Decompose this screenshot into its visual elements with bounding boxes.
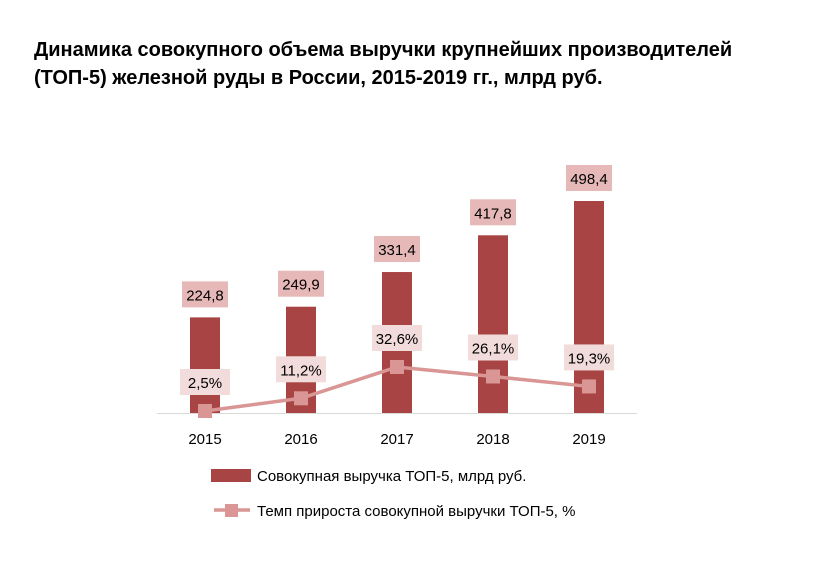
x-tick-label-2018: 2018 [476,431,509,448]
bar-label-box-2016 [278,270,324,297]
growth-label-2019: 19,3% [568,350,611,367]
growth-label-box-2018 [468,334,518,361]
bar-label-2015: 224,8 [186,287,224,304]
growth-marker-2015 [198,404,212,418]
bar-label-box-2018 [470,199,516,226]
legend-bar-swatch [211,469,251,482]
x-tick-label-2017: 2017 [380,431,413,448]
legend-line-label: Темп прироста совокупной выручки ТОП-5, … [257,503,575,520]
bar-label-box-2015 [182,281,228,308]
x-tick-label-2015: 2015 [188,431,221,448]
bar-label-2017: 331,4 [378,242,416,259]
growth-marker-2017 [390,360,404,374]
bar-label-box-2017 [374,236,420,263]
growth-label-box-2016 [276,356,326,383]
growth-label-2016: 11,2% [280,362,321,379]
bar-2018 [478,235,508,413]
chart-title: Динамика совокупного объема выручки круп… [34,39,733,89]
bar-label-2019: 498,4 [570,171,608,188]
growth-marker-2016 [294,391,308,406]
growth-label-box-2017 [372,325,422,351]
x-tick-label-2016: 2016 [284,431,317,448]
growth-label-2018: 26,1% [472,341,515,358]
bar-label-2018: 417,8 [474,205,512,222]
growth-label-box-2015 [180,369,230,395]
legend-bar-label: Совокупная выручка ТОП-5, млрд руб. [257,468,526,485]
growth-marker-2018 [486,369,500,384]
bar-2015 [190,317,220,413]
bar-label-box-2019 [566,165,612,191]
x-tick-label-2019: 2019 [572,431,605,448]
bar-label-2016: 249,9 [282,277,320,294]
bar-2019 [574,201,604,413]
growth-marker-2019 [582,379,596,394]
growth-label-box-2019 [564,344,614,371]
growth-label-2015: 2,5% [188,375,222,392]
growth-label-2017: 32,6% [376,331,419,348]
legend-line-marker [225,504,238,517]
